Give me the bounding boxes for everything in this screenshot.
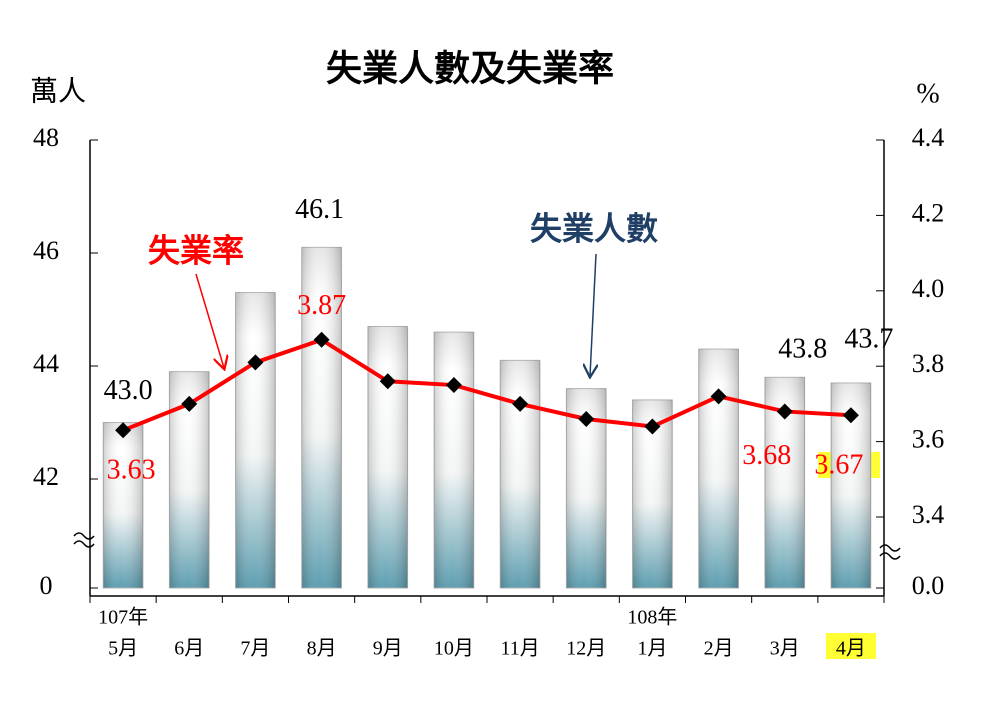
x-tick-label: 11月 xyxy=(500,638,539,660)
line-marker xyxy=(644,418,661,435)
line-marker xyxy=(247,354,264,371)
axis-break xyxy=(73,532,95,540)
x-tick-label: 1月 xyxy=(637,638,667,660)
y-tick-label: 46 xyxy=(33,236,59,265)
annotation: 失業率 xyxy=(148,232,244,268)
y2-tick-label: 4.2 xyxy=(912,198,945,227)
x-tick-label: 3月 xyxy=(770,638,800,660)
y2-tick-label: 4.0 xyxy=(912,274,945,303)
line xyxy=(122,337,852,433)
line-value-label: 3.63 xyxy=(107,455,156,486)
bar-value-label: 43.0 xyxy=(104,375,153,406)
bar-value-label: 43.7 xyxy=(844,323,893,354)
bar-shade xyxy=(235,292,276,588)
y-tick-label: 44 xyxy=(33,349,59,378)
line-marker xyxy=(445,377,462,394)
x-year-label: 107年 xyxy=(98,606,148,629)
x-tick-label: 5月 xyxy=(108,638,138,660)
line-marker xyxy=(710,388,727,405)
bar-shade xyxy=(434,332,474,588)
x-tick-label: 2月 xyxy=(704,638,734,660)
y2-tick-label: 0.0 xyxy=(912,571,945,600)
x-tick-label: 6月 xyxy=(174,638,204,660)
line-value-label: 3.67 xyxy=(814,450,863,481)
x-tick-label: 7月 xyxy=(240,638,270,660)
bar-shade xyxy=(500,360,540,588)
highlight xyxy=(826,633,876,659)
annotation: 失業人數 xyxy=(530,210,658,246)
chart-title: 失業人數及失業率 xyxy=(326,48,614,88)
x-tick-label: 4月 xyxy=(836,638,866,660)
bar-value-label: 43.8 xyxy=(778,334,827,365)
bar-value-label: 46.1 xyxy=(295,194,344,225)
x-tick-label: 12月 xyxy=(566,638,606,660)
line-marker xyxy=(115,422,132,439)
line-marker xyxy=(181,395,198,412)
axis-break xyxy=(73,540,95,548)
axis-break xyxy=(879,544,901,552)
y-axis-label: 萬人 xyxy=(30,75,86,107)
bar-shade xyxy=(367,326,408,588)
y-tick-label: 42 xyxy=(33,462,59,491)
y2-tick-label: 3.8 xyxy=(912,349,945,378)
line-marker xyxy=(578,410,595,427)
y2-tick-label: 4.4 xyxy=(912,123,945,152)
bar-shade xyxy=(103,422,143,588)
y2-tick-label: 3.4 xyxy=(912,500,945,529)
y2-tick-label: 3.6 xyxy=(912,425,945,454)
line-marker xyxy=(379,373,396,390)
line-marker xyxy=(512,395,529,412)
line-marker xyxy=(776,403,793,420)
x-tick-label: 10月 xyxy=(434,638,474,660)
line-marker xyxy=(313,331,330,348)
x-tick-label: 8月 xyxy=(307,638,337,660)
line-value-label: 3.87 xyxy=(297,290,346,321)
bar-shade xyxy=(301,247,342,588)
axis-break xyxy=(879,552,901,560)
line-marker xyxy=(842,407,859,424)
annotation-arrow xyxy=(590,253,596,376)
y2-axis-label: % xyxy=(916,78,939,109)
annotation-arrow xyxy=(195,273,224,368)
line-value-label: 3.68 xyxy=(742,440,791,471)
x-year-label: 108年 xyxy=(627,606,677,629)
bar-shade xyxy=(698,349,739,588)
y-tick-label: 48 xyxy=(33,123,59,152)
x-tick-label: 9月 xyxy=(373,638,403,660)
y-tick-label: 0 xyxy=(40,571,53,600)
